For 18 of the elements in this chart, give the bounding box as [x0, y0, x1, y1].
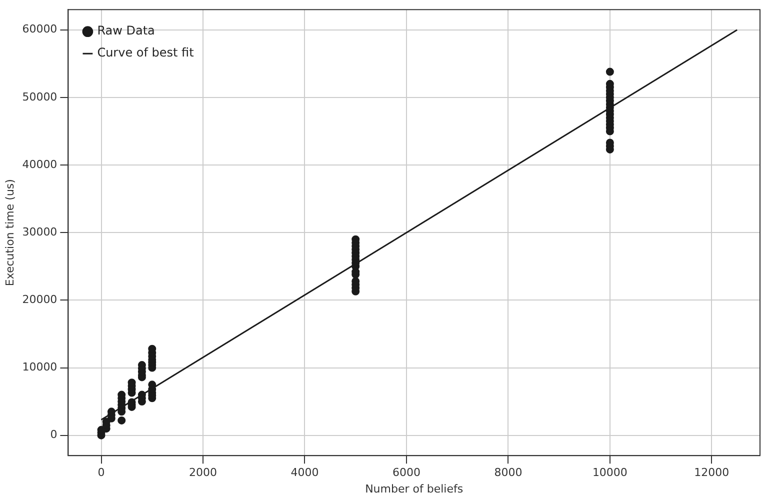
y-axis-title: Execution time (us)	[3, 179, 16, 286]
x-axis-title: Number of beliefs	[365, 482, 464, 496]
x-tick-label: 4000	[290, 466, 319, 480]
y-tick-label: 60000	[22, 22, 58, 36]
legend-label: Curve of best fit	[97, 46, 194, 60]
y-tick-label: 50000	[22, 90, 58, 104]
y-tick-label: 40000	[22, 158, 58, 171]
y-tick-label: 30000	[22, 225, 58, 238]
x-tick-label: 2000	[188, 466, 217, 480]
legend-label: Raw Data	[97, 24, 155, 38]
x-tick-label: 8000	[494, 466, 522, 480]
x-tick-label: 12000	[694, 466, 730, 480]
y-tick-label: 10000	[22, 360, 58, 374]
x-tick-label: 0	[98, 466, 105, 480]
x-tick-label: 10000	[592, 466, 628, 480]
y-tick-label: 0	[50, 428, 58, 442]
x-tick-label: 6000	[392, 466, 420, 480]
y-tick-label: 20000	[22, 293, 58, 306]
